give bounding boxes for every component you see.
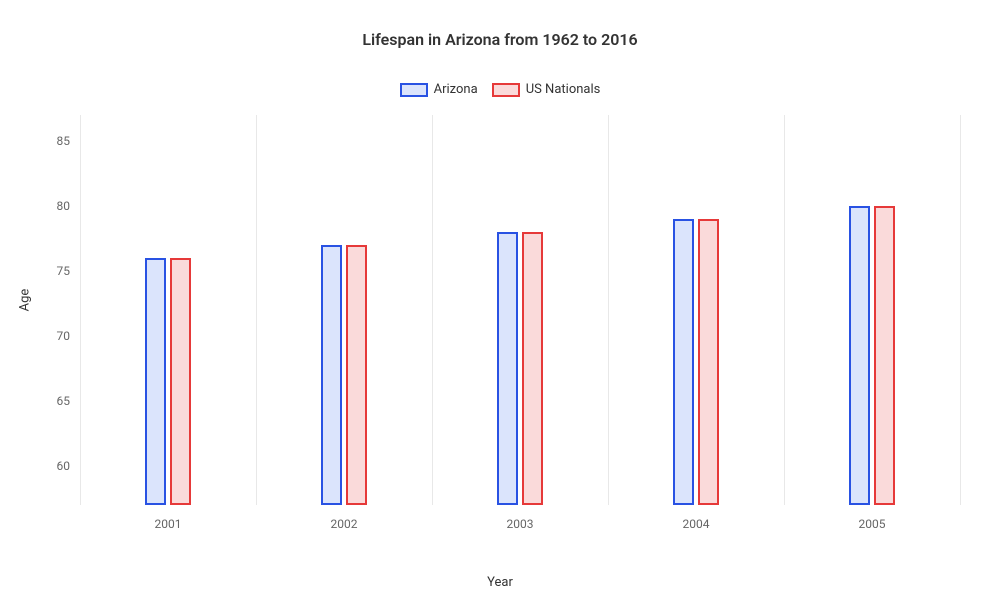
legend-label: Arizona bbox=[434, 82, 478, 97]
grid-line-v bbox=[80, 115, 81, 505]
y-tick-label: 60 bbox=[57, 459, 81, 473]
x-tick-label: 2002 bbox=[331, 505, 358, 531]
legend-swatch bbox=[400, 83, 428, 97]
bar-us-nationals-2004 bbox=[698, 219, 719, 505]
y-tick-label: 70 bbox=[57, 329, 81, 343]
x-tick-label: 2005 bbox=[859, 505, 886, 531]
lifespan-chart: Lifespan in Arizona from 1962 to 2016 Ar… bbox=[0, 0, 1000, 600]
chart-title: Lifespan in Arizona from 1962 to 2016 bbox=[0, 30, 1000, 49]
x-tick-label: 2001 bbox=[155, 505, 182, 531]
y-tick-label: 65 bbox=[57, 394, 81, 408]
legend-item-0: Arizona bbox=[400, 82, 478, 97]
grid-line-v bbox=[784, 115, 785, 505]
grid-line-v bbox=[608, 115, 609, 505]
x-axis-title: Year bbox=[487, 575, 513, 590]
grid-line-v bbox=[432, 115, 433, 505]
bar-us-nationals-2001 bbox=[170, 258, 191, 505]
grid-line-v bbox=[256, 115, 257, 505]
bar-us-nationals-2003 bbox=[522, 232, 543, 505]
y-tick-label: 75 bbox=[57, 264, 81, 278]
bar-arizona-2001 bbox=[145, 258, 166, 505]
grid-line-v bbox=[960, 115, 961, 505]
plot-area: 60657075808520012002200320042005 bbox=[80, 115, 960, 505]
bar-arizona-2002 bbox=[321, 245, 342, 505]
bar-us-nationals-2002 bbox=[346, 245, 367, 505]
legend-label: US Nationals bbox=[526, 82, 601, 97]
x-tick-label: 2003 bbox=[507, 505, 534, 531]
bar-arizona-2003 bbox=[497, 232, 518, 505]
bar-arizona-2005 bbox=[849, 206, 870, 505]
bar-us-nationals-2005 bbox=[874, 206, 895, 505]
chart-legend: Arizona US Nationals bbox=[0, 82, 1000, 97]
legend-swatch bbox=[492, 83, 520, 97]
x-tick-label: 2004 bbox=[683, 505, 710, 531]
bar-arizona-2004 bbox=[673, 219, 694, 505]
legend-item-1: US Nationals bbox=[492, 82, 601, 97]
y-tick-label: 85 bbox=[57, 134, 81, 148]
y-tick-label: 80 bbox=[57, 199, 81, 213]
y-axis-title: Age bbox=[18, 289, 33, 312]
